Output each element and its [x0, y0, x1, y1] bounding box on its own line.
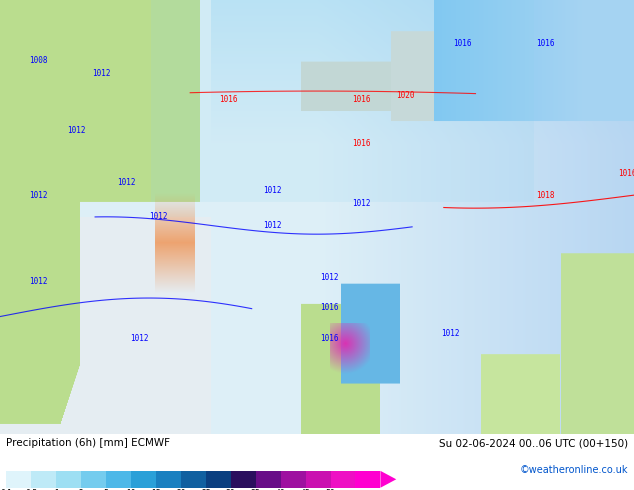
Text: 1012: 1012 [130, 334, 149, 343]
Bar [106, 471, 131, 488]
Polygon shape [380, 471, 396, 488]
Bar [131, 471, 156, 488]
Bar [81, 471, 106, 488]
Text: 1012: 1012 [29, 191, 48, 199]
Text: ©weatheronline.co.uk: ©weatheronline.co.uk [519, 465, 628, 475]
Text: 1016: 1016 [453, 39, 472, 48]
Text: 1012: 1012 [263, 186, 282, 196]
Text: 1012: 1012 [117, 178, 136, 187]
Bar [256, 471, 281, 488]
Bar [281, 471, 306, 488]
Bar [181, 471, 206, 488]
Bar [6, 471, 31, 488]
Text: 1012: 1012 [352, 199, 371, 208]
Text: 1016: 1016 [219, 95, 238, 104]
Bar [231, 471, 256, 488]
Text: 1012: 1012 [263, 221, 282, 230]
Bar [156, 471, 181, 488]
Bar [206, 471, 231, 488]
Text: Precipitation (6h) [mm] ECMWF: Precipitation (6h) [mm] ECMWF [6, 438, 171, 448]
Bar [56, 471, 81, 488]
Text: 1012: 1012 [67, 125, 86, 135]
Text: 1012: 1012 [29, 277, 48, 286]
Bar [356, 471, 380, 488]
Text: 1016: 1016 [320, 303, 339, 313]
Text: 1012: 1012 [441, 329, 460, 339]
Text: 1020: 1020 [396, 91, 415, 100]
Text: 1016: 1016 [320, 334, 339, 343]
Text: 1016: 1016 [352, 139, 371, 147]
Bar [31, 471, 56, 488]
Text: 1008: 1008 [29, 56, 48, 65]
Text: 1012: 1012 [320, 273, 339, 282]
Bar [330, 471, 356, 488]
Text: 1018: 1018 [536, 191, 555, 199]
Bar [306, 471, 330, 488]
Text: Su 02-06-2024 00..06 UTC (00+150): Su 02-06-2024 00..06 UTC (00+150) [439, 438, 628, 448]
Text: 1016: 1016 [536, 39, 555, 48]
Text: 1016: 1016 [352, 95, 371, 104]
Text: 1012: 1012 [92, 69, 111, 78]
Text: 1016: 1016 [618, 169, 634, 178]
Text: 1012: 1012 [149, 212, 168, 221]
